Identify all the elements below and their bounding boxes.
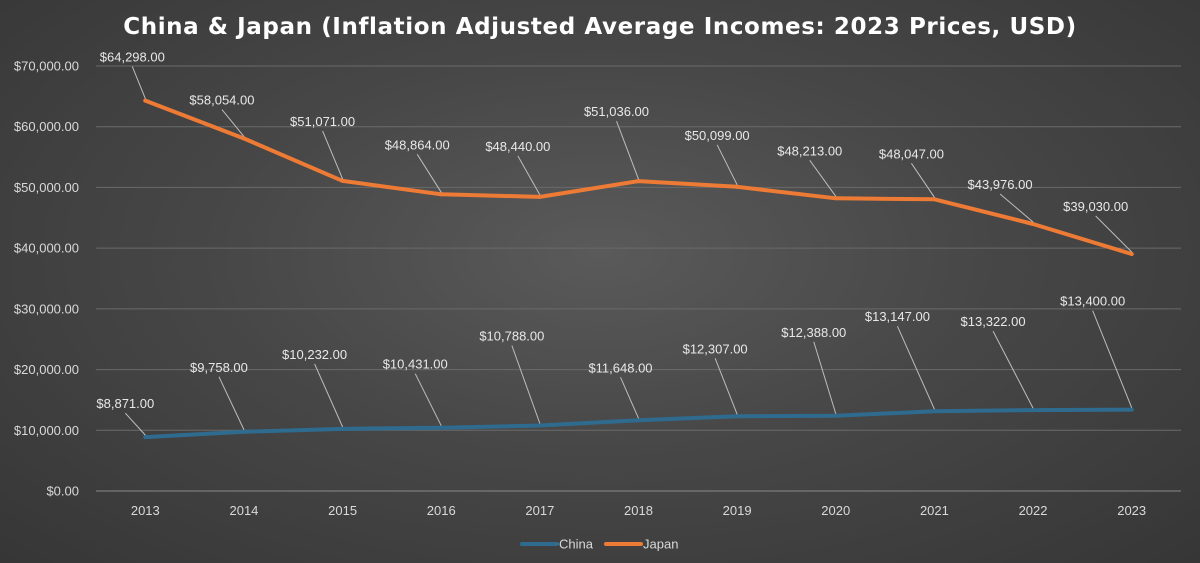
leader-line (714, 358, 738, 415)
y-tick-label: $50,000.00 (14, 180, 79, 195)
data-point (143, 435, 148, 440)
data-label: $48,864.00 (385, 137, 450, 152)
y-tick-label: $30,000.00 (14, 301, 79, 316)
data-point (636, 418, 641, 423)
legend-label-china: China (559, 537, 594, 552)
leader-line (999, 193, 1034, 223)
data-point (143, 98, 148, 103)
data-point (1031, 222, 1036, 227)
y-tick-label: $70,000.00 (14, 59, 79, 74)
leader-line (221, 109, 245, 137)
y-tick-label: $0.00 (46, 484, 79, 499)
leader-line (616, 120, 639, 180)
data-point (636, 179, 641, 184)
data-label: $64,298.00 (100, 50, 165, 65)
leader-line (131, 66, 146, 99)
data-label: $9,758.00 (190, 360, 248, 375)
data-label: $11,648.00 (588, 360, 652, 375)
leader-line (322, 130, 344, 180)
data-point (439, 425, 444, 430)
leader-line (992, 330, 1034, 409)
leader-line (910, 163, 935, 198)
data-label: $8,871.00 (96, 396, 154, 411)
leader-line (620, 377, 639, 419)
data-point (241, 136, 246, 141)
series-line-china (143, 407, 1134, 440)
leader-line (124, 412, 146, 436)
data-label: $12,388.00 (781, 325, 846, 340)
x-tick-label: 2015 (328, 503, 357, 518)
data-point (1031, 408, 1036, 413)
leader-line (314, 363, 344, 428)
x-tick-label: 2016 (427, 503, 456, 518)
leader-line (809, 159, 837, 197)
data-label: $13,147.00 (865, 309, 930, 324)
leader-line (1092, 310, 1133, 408)
data-label: $39,030.00 (1063, 199, 1128, 214)
leader-line (896, 325, 935, 410)
data-point (833, 413, 838, 418)
x-tick-label: 2023 (1117, 503, 1146, 518)
x-tick-label: 2021 (920, 503, 949, 518)
data-label: $10,788.00 (479, 329, 544, 344)
y-tick-label: $40,000.00 (14, 241, 79, 256)
leader-line (813, 341, 837, 414)
data-point (833, 196, 838, 201)
data-label: $43,976.00 (968, 177, 1033, 192)
leader-line (1095, 215, 1133, 253)
data-label: $48,440.00 (485, 139, 550, 154)
data-point (439, 192, 444, 197)
leader-line (511, 345, 541, 424)
x-tick-label: 2020 (821, 503, 850, 518)
legend-label-japan: Japan (643, 537, 678, 552)
data-point (241, 429, 246, 434)
data-point (537, 423, 542, 428)
data-point (735, 184, 740, 189)
data-label: $51,071.00 (290, 114, 355, 129)
leader-line (414, 373, 442, 426)
x-tick-label: 2022 (1019, 503, 1048, 518)
data-label: $50,099.00 (685, 128, 750, 143)
leader-line (416, 154, 442, 193)
data-label: $58,054.00 (189, 93, 254, 108)
x-tick-label: 2017 (525, 503, 554, 518)
leader-line (218, 376, 245, 430)
data-label: $12,307.00 (683, 341, 748, 356)
data-point (340, 178, 345, 183)
y-tick-label: $20,000.00 (14, 362, 79, 377)
leader-line (517, 155, 541, 196)
x-tick-label: 2018 (624, 503, 653, 518)
data-label: $48,047.00 (879, 146, 944, 161)
x-tick-label: 2013 (131, 503, 160, 518)
data-point (932, 197, 937, 202)
data-point (537, 194, 542, 199)
data-point (735, 414, 740, 419)
data-label: $10,232.00 (282, 347, 347, 362)
x-tick-label: 2019 (723, 503, 752, 518)
x-tick-label: 2014 (229, 503, 258, 518)
data-point (340, 426, 345, 431)
leader-line (716, 144, 738, 186)
data-point (1129, 407, 1134, 412)
data-point (932, 409, 937, 414)
data-label: $13,400.00 (1060, 294, 1125, 309)
y-tick-label: $60,000.00 (14, 119, 79, 134)
data-point (1129, 252, 1134, 257)
data-label: $48,213.00 (777, 143, 842, 158)
chart-title: China & Japan (Inflation Adjusted Averag… (123, 14, 1077, 40)
data-label: $10,431.00 (383, 357, 448, 372)
data-label: $51,036.00 (584, 104, 649, 119)
data-label: $13,322.00 (961, 314, 1026, 329)
y-tick-label: $10,000.00 (14, 423, 79, 438)
